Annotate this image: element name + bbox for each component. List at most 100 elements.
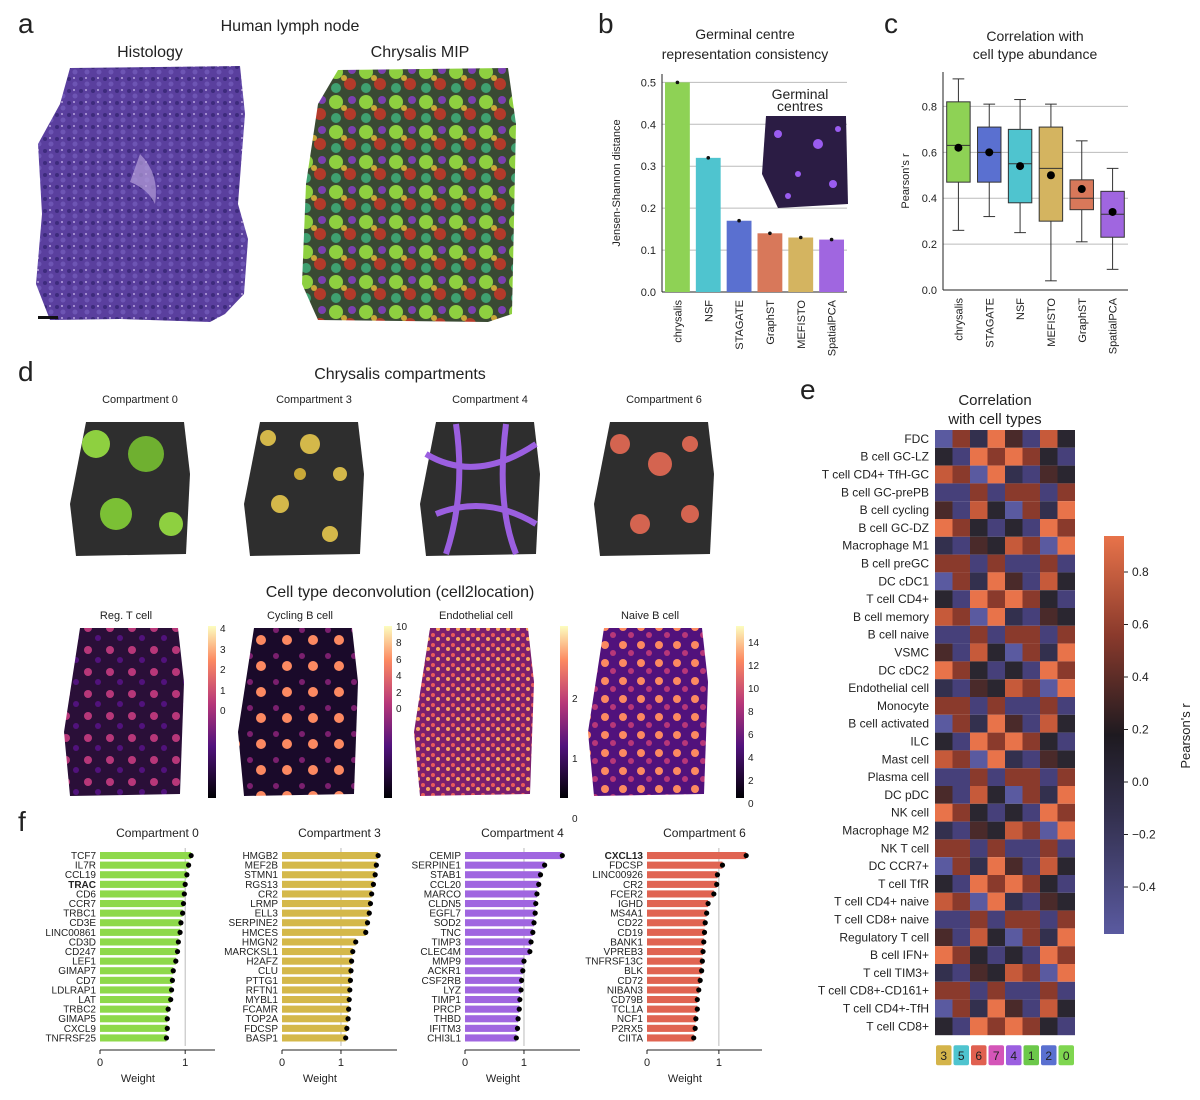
f-gene-label: CEMIP bbox=[429, 851, 461, 862]
f-gene-label: STAB1 bbox=[430, 870, 461, 881]
f-gene-label: TRBC2 bbox=[63, 1005, 96, 1016]
heatmap-cell bbox=[970, 732, 988, 751]
heatmap-row-label: B cell IFN+ bbox=[870, 948, 929, 962]
heatmap-cell bbox=[935, 625, 953, 644]
heatmap-col-label: 0 bbox=[1063, 1049, 1070, 1063]
heatmap-cell bbox=[952, 714, 970, 733]
heatmap-cell bbox=[935, 554, 953, 573]
f-gene-label: RFTN1 bbox=[246, 985, 279, 996]
f-gene-label: CR2 bbox=[258, 889, 278, 900]
heatmap-cell bbox=[987, 1017, 1005, 1036]
heatmap-cell bbox=[935, 572, 953, 591]
heatmap-col-badge bbox=[971, 1045, 987, 1066]
heatmap-cell bbox=[1057, 803, 1075, 822]
heatmap-cell bbox=[952, 697, 970, 715]
f-gene-label: TRBC1 bbox=[63, 909, 96, 920]
heatmap-cell bbox=[1057, 483, 1075, 502]
heatmap-cell bbox=[1040, 768, 1058, 786]
heatmap-cell bbox=[987, 430, 1005, 448]
heatmap-row-label: T cell TIM3+ bbox=[863, 966, 929, 980]
heatmap-cell bbox=[1040, 447, 1058, 466]
heatmap-row-label: Endothelial cell bbox=[848, 681, 929, 695]
f-bar bbox=[465, 928, 533, 936]
f-bar-point bbox=[518, 987, 524, 993]
heatmap-cell bbox=[1057, 465, 1075, 484]
f-gene-label: LDLRAP1 bbox=[52, 985, 97, 996]
heatmap-cell bbox=[1057, 768, 1075, 786]
heatmap-cell bbox=[1057, 519, 1075, 537]
heatmap-cell bbox=[935, 821, 953, 840]
heatmap-cell bbox=[952, 981, 970, 1000]
heatmap-cell bbox=[935, 430, 953, 448]
f-gene-label: TCL1A bbox=[612, 1005, 643, 1016]
heatmap-cell bbox=[952, 839, 970, 858]
f-group-title: Compartment 6 bbox=[663, 826, 746, 840]
f-bar-point bbox=[366, 910, 372, 916]
heatmap-cell bbox=[935, 483, 953, 502]
f-bar bbox=[465, 948, 530, 956]
heatmap-cell bbox=[1022, 572, 1040, 591]
heatmap-cell bbox=[952, 643, 970, 662]
heatmap-cell bbox=[952, 875, 970, 893]
heatmap-cell bbox=[1057, 608, 1075, 626]
b-bar-point bbox=[737, 218, 741, 223]
f-gene-label: CXCL9 bbox=[64, 1024, 97, 1035]
heatmap-cell bbox=[935, 519, 953, 537]
f-bar-point bbox=[175, 939, 181, 945]
heatmap-cell bbox=[952, 857, 970, 875]
heatmap-col-badge bbox=[1058, 1045, 1074, 1066]
f-bar bbox=[282, 967, 351, 975]
heatmap-row-label: ILC bbox=[910, 735, 929, 749]
c-mean-point bbox=[1016, 162, 1025, 171]
f-xtick-label: 1 bbox=[716, 1057, 722, 1069]
heatmap-cell bbox=[987, 465, 1005, 484]
heatmap-cell bbox=[987, 661, 1005, 680]
f-gene-label: EGFL7 bbox=[429, 909, 461, 920]
heatmap-cell bbox=[1005, 447, 1023, 466]
f-gene-label: VPREB3 bbox=[604, 947, 644, 958]
heatmap-cell bbox=[935, 803, 953, 822]
f-bar-point bbox=[527, 948, 533, 955]
heatmap-cell bbox=[987, 714, 1005, 733]
colorbar-label: Pearson's r bbox=[1178, 703, 1193, 769]
f-bar bbox=[282, 909, 370, 917]
heatmap-cell bbox=[935, 892, 953, 911]
heatmap-cell bbox=[952, 430, 970, 448]
heatmap-cell bbox=[987, 501, 1005, 519]
f-bar bbox=[282, 880, 374, 888]
heatmap-cell bbox=[970, 679, 988, 697]
heatmap-cell bbox=[1057, 981, 1075, 1000]
f-gene-label: NCF1 bbox=[617, 1014, 644, 1025]
f-bar bbox=[647, 909, 707, 917]
f-bar bbox=[282, 919, 368, 927]
heatmap-cell bbox=[970, 946, 988, 964]
f-xlabel: Weight bbox=[668, 1073, 702, 1085]
heatmap-cell bbox=[987, 447, 1005, 466]
heatmap-row-label: NK T cell bbox=[881, 841, 929, 855]
heatmap-col-badge bbox=[953, 1045, 969, 1066]
f-gene-label: HMGN2 bbox=[242, 937, 279, 948]
heatmap-cell bbox=[1005, 1017, 1023, 1036]
f-gene-label: MMP9 bbox=[432, 957, 461, 968]
heatmap-row-label: VSMC bbox=[894, 646, 929, 660]
f-bar bbox=[647, 948, 704, 956]
heatmap-cell bbox=[952, 999, 970, 1018]
f-xtick-label: 1 bbox=[521, 1057, 527, 1069]
cbar2-ticks: 10 8 6 4 2 0 bbox=[396, 622, 408, 716]
heatmap-row-label: T cell CD4+ naive bbox=[834, 895, 929, 909]
f-bar-point bbox=[531, 920, 537, 926]
heatmap-cell bbox=[1005, 892, 1023, 911]
compartment-0-map bbox=[70, 422, 190, 556]
heatmap-cell bbox=[1005, 536, 1023, 555]
f-bar-point bbox=[743, 852, 749, 859]
c-ytick: 0.2 bbox=[922, 239, 937, 251]
heatmap-cell bbox=[1022, 643, 1040, 662]
f-bar-point bbox=[537, 872, 544, 878]
f-bar-point bbox=[559, 852, 565, 859]
heatmap-cell bbox=[987, 803, 1005, 822]
heatmap-row-label: DC CCR7+ bbox=[869, 859, 929, 873]
heatmap-cell bbox=[987, 786, 1005, 804]
f-gene-label: CXCL13 bbox=[605, 851, 644, 862]
f-bar bbox=[282, 890, 372, 898]
f-bar bbox=[647, 890, 714, 898]
